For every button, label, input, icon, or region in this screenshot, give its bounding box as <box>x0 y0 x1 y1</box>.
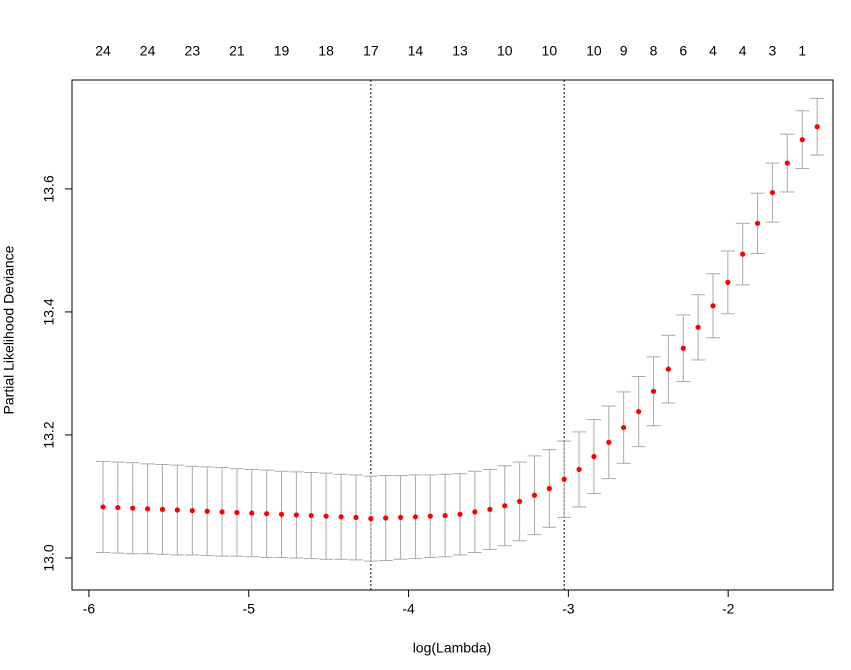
point <box>249 510 255 516</box>
top-label: 1 <box>798 43 806 59</box>
y-tick-label: 13.0 <box>41 544 57 571</box>
point <box>769 189 776 196</box>
top-label: 23 <box>185 43 201 59</box>
point <box>159 506 166 513</box>
top-label: 17 <box>363 43 379 59</box>
top-label: 21 <box>229 43 245 59</box>
point <box>740 251 746 257</box>
point <box>487 506 493 513</box>
point <box>814 124 820 130</box>
point <box>338 514 344 520</box>
x-tick-label: -2 <box>722 601 735 617</box>
y-tick-label: 13.6 <box>41 175 57 202</box>
point <box>695 324 701 330</box>
point <box>219 509 225 515</box>
top-label: 8 <box>650 43 658 59</box>
x-tick-label: -6 <box>83 601 96 617</box>
top-label: 24 <box>95 43 111 59</box>
top-label: 10 <box>586 43 602 59</box>
top-label: 9 <box>620 43 628 59</box>
x-tick-label: -4 <box>402 601 415 617</box>
point <box>606 439 612 445</box>
x-tick-label: -3 <box>562 601 575 617</box>
point <box>636 408 642 415</box>
point <box>576 466 582 473</box>
top-label: 19 <box>274 43 290 59</box>
point <box>100 504 106 510</box>
point <box>323 513 329 519</box>
point <box>725 279 731 286</box>
point <box>130 505 136 511</box>
point <box>144 506 151 512</box>
top-label: 24 <box>140 43 156 59</box>
point <box>353 514 359 521</box>
point <box>665 366 671 372</box>
point <box>799 137 805 143</box>
point <box>204 508 210 514</box>
plot-box <box>71 79 834 591</box>
point <box>368 516 374 522</box>
point <box>383 515 389 521</box>
top-label: 18 <box>318 43 334 59</box>
point <box>397 514 404 521</box>
point <box>442 512 448 519</box>
point <box>412 514 419 520</box>
point <box>174 507 180 513</box>
point <box>784 160 790 166</box>
top-label: 10 <box>497 43 513 59</box>
point <box>754 220 761 226</box>
point <box>517 498 523 505</box>
point <box>308 512 314 519</box>
point <box>680 345 686 351</box>
top-label: 14 <box>408 43 424 59</box>
top-label: 10 <box>542 43 558 59</box>
point <box>561 476 567 482</box>
top-label: 13 <box>452 43 468 59</box>
point <box>710 303 716 309</box>
point <box>264 511 270 517</box>
point <box>427 513 433 519</box>
point <box>546 485 552 492</box>
x-axis-label: log(Lambda) <box>413 640 492 656</box>
point <box>457 511 463 517</box>
point <box>115 504 121 511</box>
point <box>502 503 508 509</box>
point <box>650 388 657 394</box>
point <box>234 509 240 516</box>
y-tick-label: 13.2 <box>41 421 57 448</box>
top-label: 3 <box>769 43 777 59</box>
point <box>293 512 299 518</box>
point <box>531 492 538 498</box>
top-label: 6 <box>679 43 687 59</box>
y-tick-label: 13.4 <box>41 298 57 325</box>
point <box>278 511 285 517</box>
top-label: 4 <box>709 43 717 59</box>
point <box>591 453 597 460</box>
point <box>189 508 195 514</box>
top-label: 4 <box>739 43 747 59</box>
point <box>621 424 627 431</box>
x-tick-label: -5 <box>243 601 256 617</box>
y-axis-label: Partial Likelihood Deviance <box>1 245 17 414</box>
point <box>472 509 478 515</box>
